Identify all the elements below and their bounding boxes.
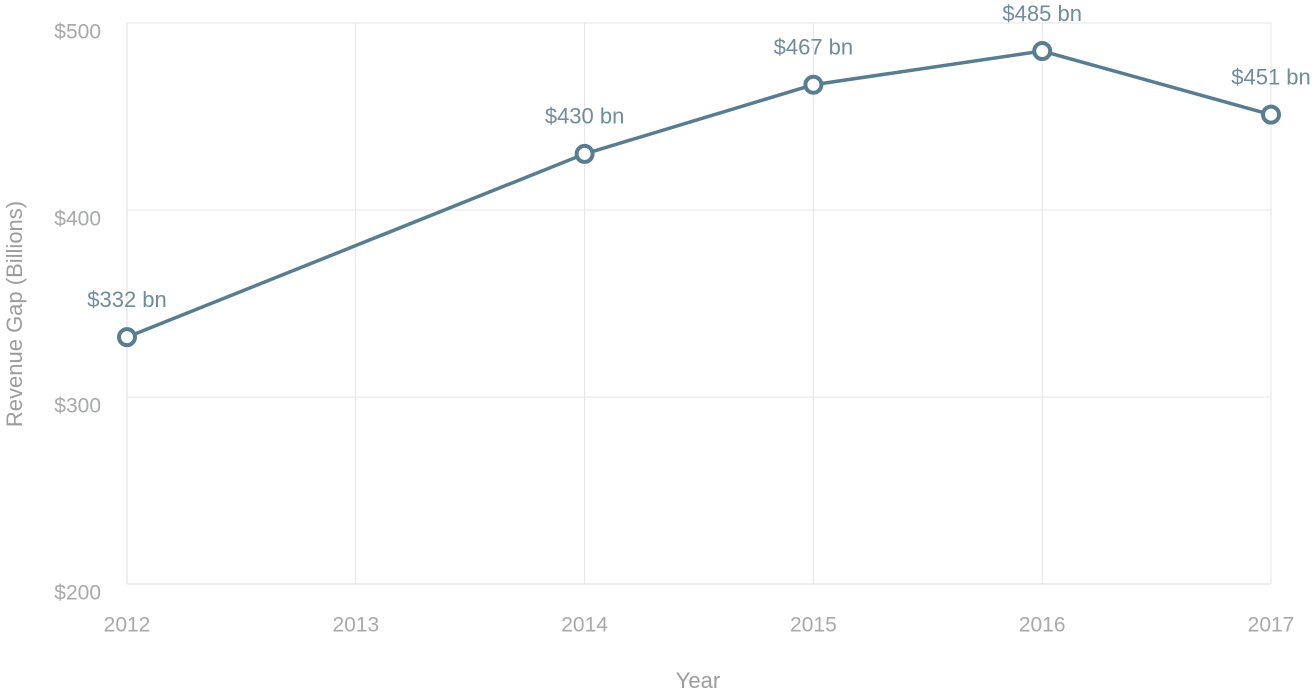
point bbox=[803, 74, 824, 95]
line bbox=[126, 49, 1272, 339]
value-label: $467 bn bbox=[774, 35, 854, 60]
point bbox=[1261, 104, 1281, 125]
x-tick-label: 2012 bbox=[104, 614, 151, 637]
y-tick-label: $300 bbox=[54, 395, 101, 418]
value-label: $485 bn bbox=[1002, 1, 1082, 26]
y-tick-label: $400 bbox=[54, 208, 101, 231]
value-label: $451 bn bbox=[1231, 64, 1311, 89]
value-label: $332 bn bbox=[87, 287, 167, 312]
x-tick-label: 2015 bbox=[790, 614, 837, 637]
x-tick-label: 2017 bbox=[1248, 614, 1295, 637]
y-tick-label: $500 bbox=[54, 21, 101, 44]
x-tick-label: 2016 bbox=[1019, 614, 1066, 637]
point bbox=[117, 327, 137, 348]
x-axis-label: Year bbox=[676, 668, 720, 693]
point bbox=[1032, 41, 1053, 62]
y-axis-label: Revenue Gap (Billions) bbox=[2, 201, 27, 427]
point bbox=[574, 143, 595, 164]
y-tick-label: $200 bbox=[54, 582, 101, 605]
value-label: $430 bn bbox=[545, 104, 625, 129]
x-tick-label: 2013 bbox=[332, 614, 379, 637]
x-tick-label: 2014 bbox=[561, 614, 608, 637]
